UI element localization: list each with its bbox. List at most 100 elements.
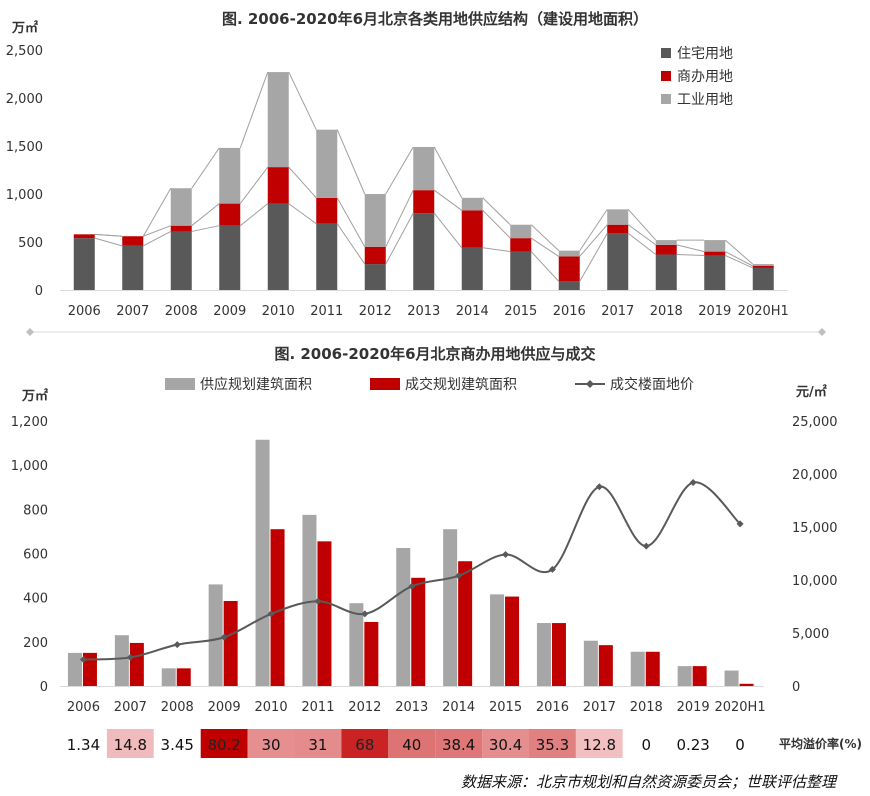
chart2-bar-成交规划建筑面积 <box>645 651 660 686</box>
chart1-legend-label: 住宅用地 <box>677 46 733 62</box>
chart1-xtick-label: 2007 <box>116 304 149 319</box>
chart2-bar-供应规划建筑面积 <box>490 594 505 686</box>
chart2-bar-成交规划建筑面积 <box>129 642 144 686</box>
chart1-connector-line <box>676 244 705 253</box>
chart1-bar-商办用地 <box>558 256 580 282</box>
chart2-bar-成交规划建筑面积 <box>317 541 332 686</box>
chart2-y2tick-label: 25,000 <box>792 415 838 430</box>
chart1-bar-住宅用地 <box>413 213 435 290</box>
chart1-bar-住宅用地 <box>122 245 144 290</box>
chart1-connector-line <box>482 197 511 226</box>
chart1-bar-工业用地 <box>752 264 774 266</box>
chart2-bar-成交规划建筑面积 <box>270 529 285 686</box>
chart2-bar-成交规划建筑面积 <box>551 623 566 686</box>
chart2-legend-label: 成交规划建筑面积 <box>405 376 517 393</box>
premium-value: 40 <box>402 736 421 754</box>
chart2-bar-成交规划建筑面积 <box>458 561 473 686</box>
chart1-bar-工业用地 <box>364 194 386 247</box>
premium-cell <box>153 729 201 758</box>
chart1-bar-商办用地 <box>316 197 338 224</box>
premium-row-label: 平均溢价率(%) <box>779 736 862 751</box>
premium-value: 0 <box>641 736 651 754</box>
chart1-xtick-label: 2006 <box>68 304 101 319</box>
divider-handle-right <box>818 328 826 336</box>
chart2-xtick-label: 2006 <box>67 700 100 715</box>
chart1-bar-住宅用地 <box>510 251 532 290</box>
chart2-price-marker <box>595 483 603 491</box>
chart1-connector-line <box>94 237 123 247</box>
chart1-bar-商办用地 <box>219 203 241 226</box>
chart1-connector-line <box>385 146 414 195</box>
chart1-connector-line <box>482 209 511 239</box>
chart1-bar-商办用地 <box>510 238 532 252</box>
chart2-price-marker <box>314 597 322 605</box>
chart1-connector-line <box>239 203 269 227</box>
chart1-xtick-label: 2016 <box>553 304 586 319</box>
chart2-ytick-label: 0 <box>40 680 48 695</box>
chart1-bar-工业用地 <box>267 72 289 168</box>
chart1-connector-line <box>627 232 657 255</box>
chart1-legend-label: 工业用地 <box>677 92 733 108</box>
chart1-connector-line <box>676 253 705 256</box>
chart2-bar-供应规划建筑面积 <box>255 439 270 686</box>
chart1-connector-line <box>239 71 269 149</box>
chart2-y2tick-label: 15,000 <box>792 521 838 536</box>
chart2-xtick-label: 2013 <box>395 700 428 715</box>
chart1-connector-line <box>579 224 608 257</box>
chart1-bar-工业用地 <box>607 209 629 225</box>
chart2-bar-成交规划建筑面积 <box>176 668 191 686</box>
chart1-xtick-label: 2018 <box>650 304 683 319</box>
chart1-connector-line <box>579 209 608 251</box>
premium-value: 31 <box>308 736 327 754</box>
chart2-price-marker <box>689 478 697 486</box>
chart1-connector-line <box>530 251 560 282</box>
chart1-bar-住宅用地 <box>219 225 241 290</box>
chart2-y2tick-label: 10,000 <box>792 574 838 589</box>
chart2-bar-成交规划建筑面积 <box>505 596 520 686</box>
chart2-price-marker <box>220 633 228 641</box>
chart1-bar-商办用地 <box>655 244 677 255</box>
chart2-bar-供应规划建筑面积 <box>396 547 411 686</box>
chart1-connector-line <box>288 166 317 199</box>
chart2-bar-供应规划建筑面积 <box>583 640 598 686</box>
chart1-bar-商办用地 <box>73 234 95 239</box>
chart2-xtick-label: 2007 <box>114 700 147 715</box>
chart2-xtick-label: 2015 <box>489 700 522 715</box>
chart1-bar-住宅用地 <box>170 231 192 290</box>
chart2-xtick-label: 2014 <box>442 700 475 715</box>
chart2-legend-label: 成交楼面地价 <box>610 376 694 393</box>
premium-cell <box>294 729 342 758</box>
premium-value: 80.2 <box>207 736 240 754</box>
premium-value: 12.8 <box>583 736 616 754</box>
premium-cell <box>529 729 576 758</box>
chart2-ytick-label: 400 <box>23 592 48 607</box>
chart2-bar-供应规划建筑面积 <box>67 652 82 686</box>
chart2-legend-swatch <box>165 378 195 390</box>
premium-value: 1.34 <box>67 736 100 754</box>
chart1-ytick-label: 1,500 <box>6 140 43 155</box>
chart1-bar-住宅用地 <box>704 255 726 290</box>
chart2-price-marker <box>267 610 275 618</box>
chart1-xtick-label: 2010 <box>262 304 295 319</box>
chart2-price-marker <box>736 520 744 528</box>
premium-value: 30 <box>262 736 281 754</box>
premium-cell <box>482 729 529 758</box>
premium-value: 30.4 <box>489 736 522 754</box>
chart1-bar-住宅用地 <box>607 233 629 290</box>
chart1-xtick-label: 2008 <box>165 304 198 319</box>
chart2-ytick-label: 1,000 <box>11 459 48 474</box>
source-note: 数据来源：北京市规划和自然资源委员会；世联评估整理 <box>460 773 836 791</box>
premium-cell <box>716 729 764 758</box>
chart1-legend-swatch <box>661 48 671 58</box>
chart2-legend-label: 供应规划建筑面积 <box>200 376 312 393</box>
chart2-bar-成交规划建筑面积 <box>82 652 97 686</box>
chart1-connector-line <box>142 187 172 237</box>
chart2-bar-供应规划建筑面积 <box>724 670 739 686</box>
chart1-connector-line <box>336 129 366 195</box>
chart2-bar-成交规划建筑面积 <box>692 666 707 686</box>
chart2-price-marker <box>548 565 556 573</box>
chart1-xtick-label: 2019 <box>698 304 731 319</box>
chart1-bar-工业用地 <box>655 240 677 245</box>
chart2-xtick-label: 2011 <box>301 700 334 715</box>
premium-cell <box>341 729 389 758</box>
